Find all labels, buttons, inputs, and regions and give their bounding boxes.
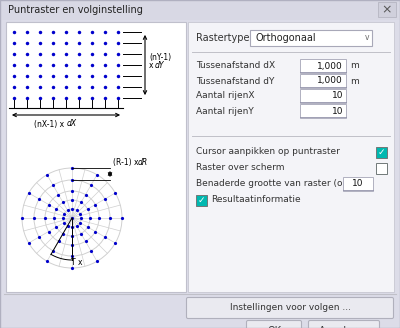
Text: Annuleren: Annuleren (319, 326, 369, 328)
Bar (300, 59, 346, 73)
Text: ✓: ✓ (198, 196, 205, 205)
Bar (376, 163, 387, 174)
Text: dX: dX (67, 119, 77, 129)
Text: m: m (350, 62, 359, 71)
Text: Rastertype: Rastertype (196, 33, 250, 43)
Text: T x: T x (71, 258, 83, 267)
Text: Tussenafstand dY: Tussenafstand dY (196, 76, 274, 86)
Text: OK: OK (267, 326, 281, 328)
Bar (300, 89, 346, 103)
Text: Tussenafstand dX: Tussenafstand dX (196, 62, 275, 71)
Bar (6, 22, 186, 292)
Text: x: x (149, 61, 156, 70)
FancyBboxPatch shape (186, 297, 394, 318)
Text: 10: 10 (332, 107, 343, 115)
Text: Orthogonaal: Orthogonaal (255, 33, 316, 43)
Text: 1,000: 1,000 (317, 62, 343, 71)
Text: Raster over scherm: Raster over scherm (196, 163, 284, 173)
FancyBboxPatch shape (308, 320, 380, 328)
Text: m: m (350, 76, 359, 86)
Text: 1,000: 1,000 (317, 76, 343, 86)
Text: (nY-1): (nY-1) (149, 52, 171, 62)
Bar (0, 0, 400, 20)
Text: dY: dY (155, 61, 164, 70)
Bar (250, 30, 372, 46)
Text: 10: 10 (352, 179, 364, 189)
Text: ✓: ✓ (378, 148, 385, 157)
Text: (nX-1) x: (nX-1) x (34, 119, 66, 129)
Text: 10: 10 (332, 92, 343, 100)
Text: Aantal rijenX: Aantal rijenX (196, 92, 254, 100)
Text: Cursor aanpikken op puntraster: Cursor aanpikken op puntraster (196, 148, 340, 156)
Bar (378, 2, 396, 17)
Bar (343, 177, 373, 191)
Text: Resultaatinformatie: Resultaatinformatie (211, 195, 301, 204)
Bar (300, 74, 346, 88)
FancyBboxPatch shape (246, 320, 302, 328)
Text: Aantal rijenY: Aantal rijenY (196, 107, 254, 115)
Bar (196, 195, 207, 206)
Bar (376, 147, 387, 158)
Text: Benaderde grootte van raster (op: Benaderde grootte van raster (op (196, 179, 348, 189)
Text: v: v (365, 33, 370, 43)
Bar (188, 22, 394, 292)
Bar (300, 104, 346, 118)
Text: Puntraster en volginstelling: Puntraster en volginstelling (8, 5, 143, 15)
Text: (R-1) x: (R-1) x (113, 158, 141, 167)
Text: dR: dR (138, 158, 148, 167)
Text: Instellingen voor volgen ...: Instellingen voor volgen ... (230, 303, 350, 313)
Text: ×: × (382, 3, 392, 16)
